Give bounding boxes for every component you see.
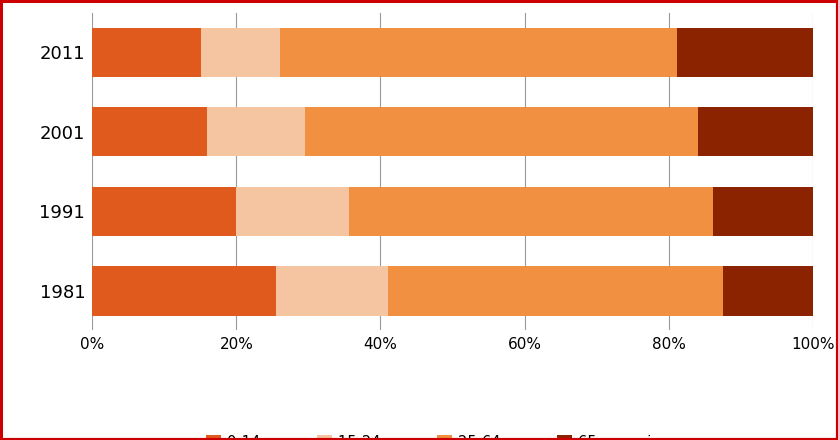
Bar [388, 266, 723, 315]
Bar [723, 266, 813, 315]
Bar [236, 187, 349, 236]
Bar [676, 28, 813, 77]
Bar [697, 107, 813, 157]
Bar [208, 107, 305, 157]
Bar [305, 107, 697, 157]
Bar [280, 28, 676, 77]
Bar [201, 28, 280, 77]
Bar [92, 28, 201, 77]
Bar [92, 187, 236, 236]
Bar [276, 266, 388, 315]
Bar [712, 187, 813, 236]
Legend: 0-14 anos, 15-24 anos, 25-64 anos, 65 ou mais anos: 0-14 anos, 15-24 anos, 25-64 anos, 65 ou… [200, 429, 705, 440]
Bar [349, 187, 712, 236]
Bar [92, 266, 276, 315]
Bar [92, 107, 208, 157]
